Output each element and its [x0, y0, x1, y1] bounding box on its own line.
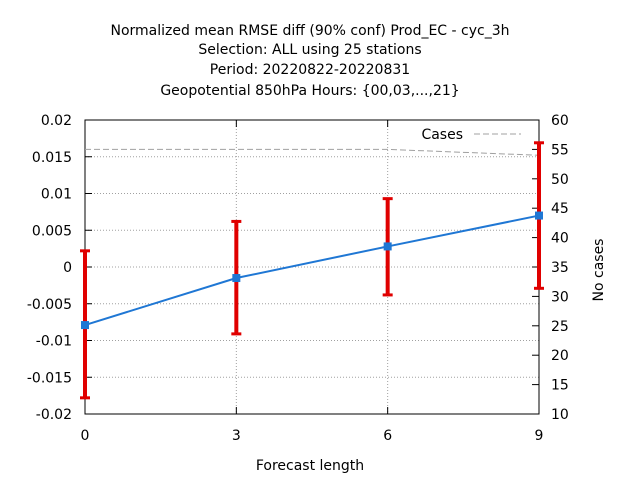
chart-title: Normalized mean RMSE diff (90% conf) Pro…	[111, 23, 510, 99]
legend: Cases	[421, 127, 521, 143]
legend-label-cases: Cases	[421, 127, 463, 143]
series-line	[84, 214, 540, 327]
y2-tick-label: 25	[551, 319, 569, 335]
y2-tick-label: 20	[551, 348, 569, 364]
title-line-1: Normalized mean RMSE diff (90% conf) Pro…	[111, 23, 510, 39]
grid-lines	[85, 120, 539, 414]
data-point	[535, 211, 543, 220]
x-tick-label: 6	[383, 428, 392, 444]
x-axis-label: Forecast length	[256, 458, 364, 474]
y-tick-label: -0.005	[27, 297, 72, 313]
cases-series	[85, 148, 540, 156]
y2-axis-label: No cases	[591, 239, 607, 302]
y-tick-label: 0.005	[32, 223, 72, 239]
x-tick-label: 3	[232, 428, 241, 444]
y2-tick-label: 10	[551, 407, 569, 423]
title-line-4: Geopotential 850hPa Hours: {00,03,...,21…	[160, 83, 459, 99]
y2-tick-label: 55	[551, 142, 569, 158]
data-point	[232, 274, 241, 283]
y-tick-label: 0.015	[32, 150, 72, 166]
title-line-3: Period: 20220822-20220831	[210, 62, 410, 78]
y-tick-label: -0.015	[27, 370, 72, 386]
y-tick-label: -0.02	[36, 407, 72, 423]
y-tick-label: 0	[63, 260, 72, 276]
y-tick-label: -0.01	[36, 334, 72, 350]
y2-tick-label: 40	[551, 231, 569, 247]
data-point	[81, 321, 89, 330]
cases-line	[85, 148, 540, 156]
y-tick-label: 0.02	[41, 113, 72, 129]
y2-tick-label: 50	[551, 172, 569, 188]
x-tick-label: 9	[535, 428, 544, 444]
data-point	[383, 242, 392, 251]
y-tick-label: 0.01	[41, 187, 72, 203]
title-line-2: Selection: ALL using 25 stations	[198, 42, 421, 58]
plot-area-border	[84, 119, 540, 415]
y2-tick-label: 35	[551, 260, 569, 276]
x-tick-label: 0	[81, 428, 90, 444]
axis-ticks: 0.02 0.015 0.01 0.005 0 -0.005 -0.01 -0.015 -0.0…	[27, 113, 569, 444]
y2-tick-label: 30	[551, 289, 569, 305]
error-bars	[80, 141, 544, 400]
main-series	[81, 211, 543, 330]
y2-tick-label: 45	[551, 201, 569, 217]
y2-tick-label: 15	[551, 378, 569, 394]
y2-tick-label: 60	[551, 113, 569, 129]
